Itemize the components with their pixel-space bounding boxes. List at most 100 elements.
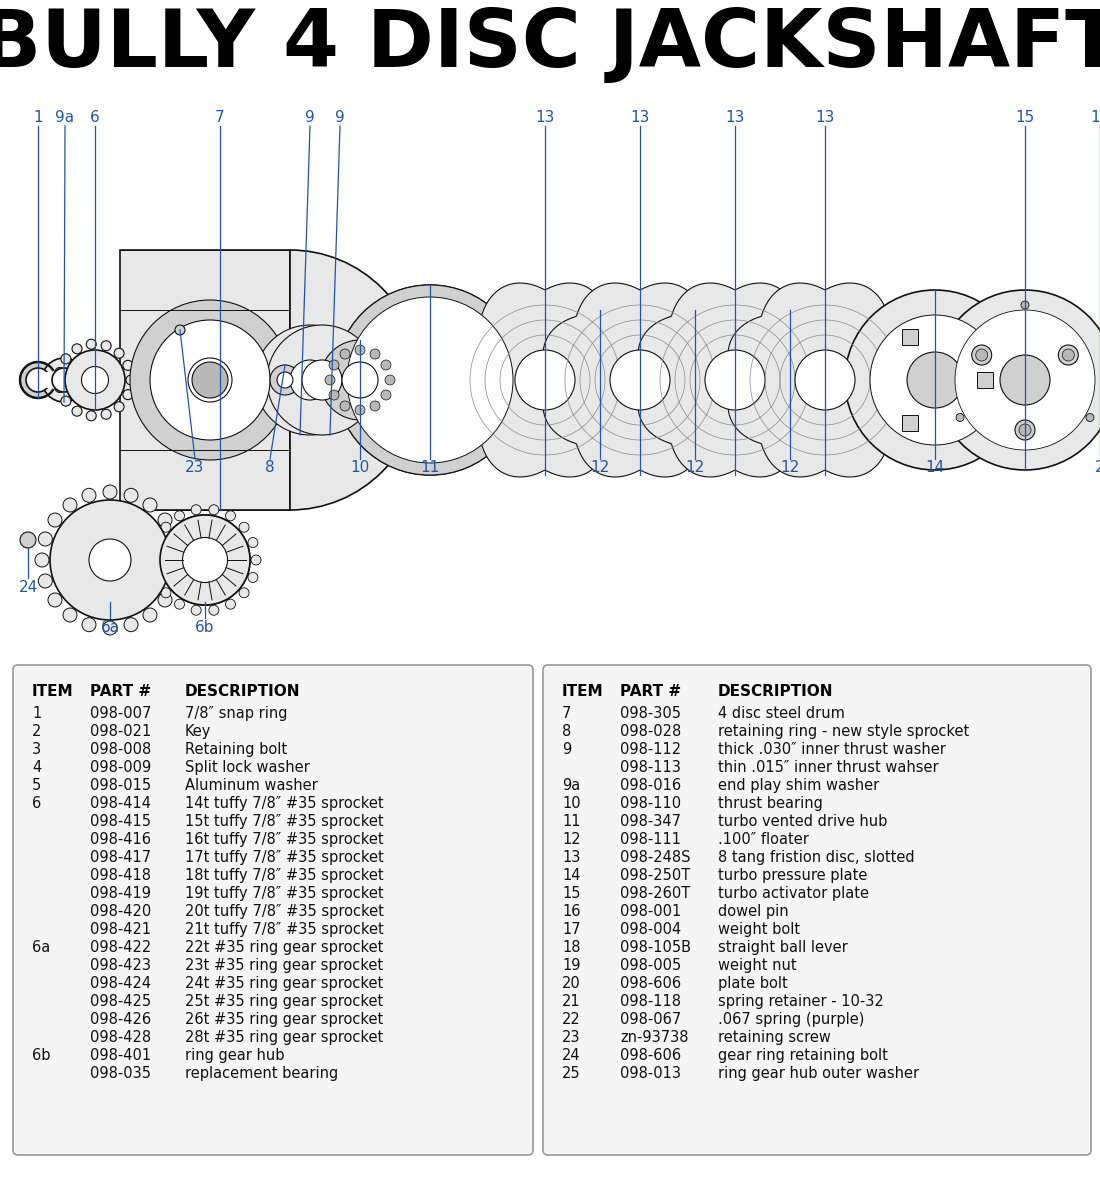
Text: 098-067: 098-067	[620, 1012, 681, 1027]
Circle shape	[101, 409, 111, 419]
Circle shape	[1086, 414, 1094, 421]
Circle shape	[63, 498, 77, 512]
Ellipse shape	[377, 328, 395, 344]
Text: 19t tuffy 7/8″ #35 sprocket: 19t tuffy 7/8″ #35 sprocket	[185, 886, 384, 900]
Text: 21: 21	[562, 994, 581, 1008]
Circle shape	[1021, 301, 1028, 308]
Text: 15t tuffy 7/8″ #35 sprocket: 15t tuffy 7/8″ #35 sprocket	[185, 814, 384, 828]
Text: ring gear hub: ring gear hub	[185, 1048, 285, 1063]
Text: 14t tuffy 7/8″ #35 sprocket: 14t tuffy 7/8″ #35 sprocket	[185, 796, 384, 811]
Circle shape	[183, 538, 228, 582]
Circle shape	[870, 314, 1000, 445]
Text: 6a: 6a	[100, 620, 120, 635]
Circle shape	[346, 296, 513, 463]
Text: 5: 5	[32, 778, 42, 792]
Circle shape	[248, 538, 257, 547]
Text: 22t #35 ring gear sprocket: 22t #35 ring gear sprocket	[185, 940, 384, 955]
Circle shape	[130, 300, 290, 460]
Circle shape	[152, 538, 162, 547]
Text: 098-421: 098-421	[90, 922, 151, 936]
Circle shape	[114, 348, 124, 359]
Text: 098-008: 098-008	[90, 742, 152, 757]
Circle shape	[191, 605, 201, 616]
Circle shape	[908, 352, 962, 408]
Text: gear ring retaining bolt: gear ring retaining bolt	[718, 1048, 888, 1063]
Circle shape	[72, 406, 82, 416]
Circle shape	[158, 514, 172, 527]
Text: 098-347: 098-347	[620, 814, 681, 828]
Circle shape	[86, 410, 96, 421]
Text: 098-401: 098-401	[90, 1048, 151, 1063]
Text: 6: 6	[32, 796, 42, 811]
Polygon shape	[448, 283, 642, 476]
Circle shape	[161, 522, 170, 533]
Text: 098-419: 098-419	[90, 886, 151, 900]
Circle shape	[192, 362, 228, 398]
Text: 098-420: 098-420	[90, 904, 152, 919]
Text: 6b: 6b	[32, 1048, 51, 1063]
Circle shape	[101, 341, 111, 350]
Text: 22: 22	[562, 1012, 581, 1027]
Text: 098-606: 098-606	[620, 1048, 681, 1063]
Circle shape	[340, 349, 350, 359]
Circle shape	[670, 355, 720, 404]
Circle shape	[60, 396, 70, 406]
Circle shape	[143, 608, 157, 622]
Text: 22: 22	[1096, 460, 1100, 475]
Circle shape	[191, 505, 201, 515]
Text: 098-248S: 098-248S	[620, 850, 691, 864]
Text: 12: 12	[685, 460, 705, 475]
Circle shape	[160, 515, 250, 605]
Circle shape	[355, 404, 365, 415]
Circle shape	[370, 349, 379, 359]
Text: 4: 4	[32, 760, 42, 775]
Text: replacement bearing: replacement bearing	[185, 1066, 339, 1080]
Text: 098-007: 098-007	[90, 706, 152, 720]
Text: 26t #35 ring gear sprocket: 26t #35 ring gear sprocket	[185, 1012, 383, 1027]
Circle shape	[270, 365, 300, 395]
Circle shape	[48, 593, 62, 607]
Text: 098-417: 098-417	[90, 850, 151, 864]
Circle shape	[720, 310, 860, 450]
Text: 8: 8	[562, 724, 571, 738]
Circle shape	[48, 514, 62, 527]
Text: 9a: 9a	[562, 778, 581, 792]
Text: 098-428: 098-428	[90, 1030, 151, 1044]
Text: end play shim washer: end play shim washer	[718, 778, 879, 792]
Circle shape	[167, 574, 182, 588]
Text: 098-016: 098-016	[620, 778, 681, 792]
Text: Retaining bolt: Retaining bolt	[185, 742, 287, 757]
Text: 098-021: 098-021	[90, 724, 152, 738]
Polygon shape	[638, 283, 832, 476]
Circle shape	[82, 488, 96, 503]
Text: 098-035: 098-035	[90, 1066, 151, 1080]
Circle shape	[209, 505, 219, 515]
Text: 10: 10	[351, 460, 370, 475]
Text: 098-112: 098-112	[620, 742, 681, 757]
Text: weight bolt: weight bolt	[718, 922, 800, 936]
Text: dowel pin: dowel pin	[718, 904, 789, 919]
Circle shape	[1063, 349, 1075, 361]
Ellipse shape	[358, 374, 379, 385]
Text: 098-422: 098-422	[90, 940, 152, 955]
Circle shape	[175, 599, 185, 610]
Text: 6: 6	[90, 110, 100, 125]
Text: 8 tang fristion disc, slotted: 8 tang fristion disc, slotted	[718, 850, 914, 864]
Circle shape	[1000, 355, 1050, 404]
Circle shape	[329, 360, 339, 370]
Text: 23: 23	[185, 460, 205, 475]
Text: 23t #35 ring gear sprocket: 23t #35 ring gear sprocket	[185, 958, 383, 972]
Circle shape	[267, 325, 377, 434]
Text: 3: 3	[32, 742, 41, 757]
Circle shape	[381, 390, 390, 400]
Text: 098-004: 098-004	[620, 922, 681, 936]
Circle shape	[39, 532, 53, 546]
Text: 098-009: 098-009	[90, 760, 152, 775]
FancyBboxPatch shape	[543, 665, 1091, 1154]
Circle shape	[705, 350, 764, 410]
Text: 7: 7	[562, 706, 571, 720]
Circle shape	[320, 340, 400, 420]
Text: weight nut: weight nut	[718, 958, 796, 972]
Circle shape	[167, 532, 182, 546]
Text: 19: 19	[562, 958, 581, 972]
